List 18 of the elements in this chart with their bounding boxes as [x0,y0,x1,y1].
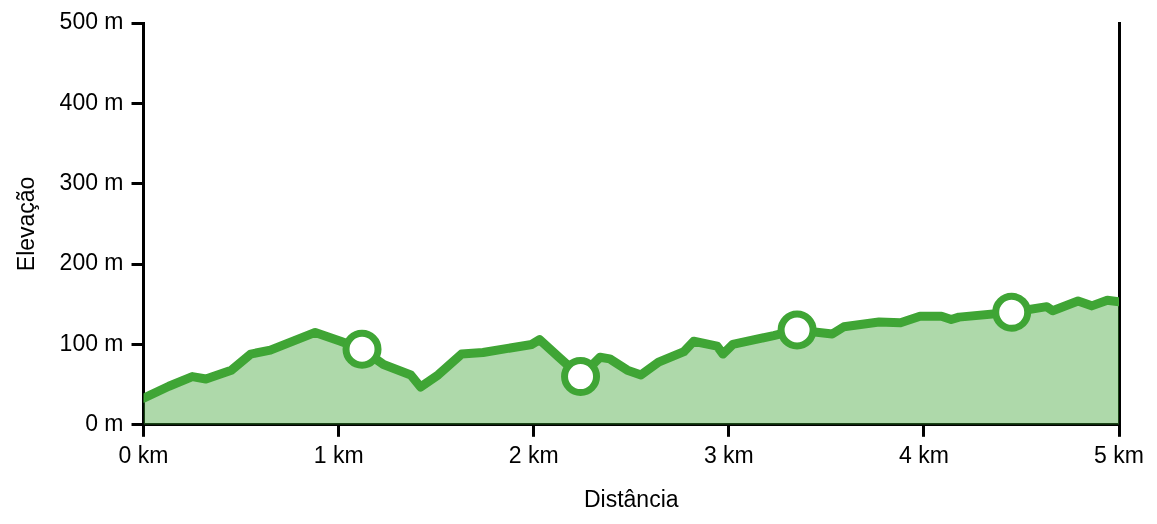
point [777,310,817,350]
point [342,329,382,369]
y-tick-label: 400 m [59,88,124,115]
x-axis-title: Distância [583,485,679,512]
y-tick-label: 100 m [59,329,124,356]
x-tick-label: 4 km [898,441,949,468]
y-tick-label: 0 m [85,410,124,437]
point [992,292,1032,332]
x-tick-label: 5 km [1094,441,1144,468]
y-axis-title: Elevação [13,176,40,272]
y-tick-label: 300 m [59,169,124,196]
x-tick-label: 0 km [118,441,169,468]
x-tick-label: 3 km [703,441,754,468]
x-tick-label: 1 km [313,441,364,468]
point [561,357,601,397]
y-tick-label: 500 m [59,8,124,35]
x-tick-label: 2 km [508,441,559,468]
y-tick-label: 200 m [59,249,124,276]
